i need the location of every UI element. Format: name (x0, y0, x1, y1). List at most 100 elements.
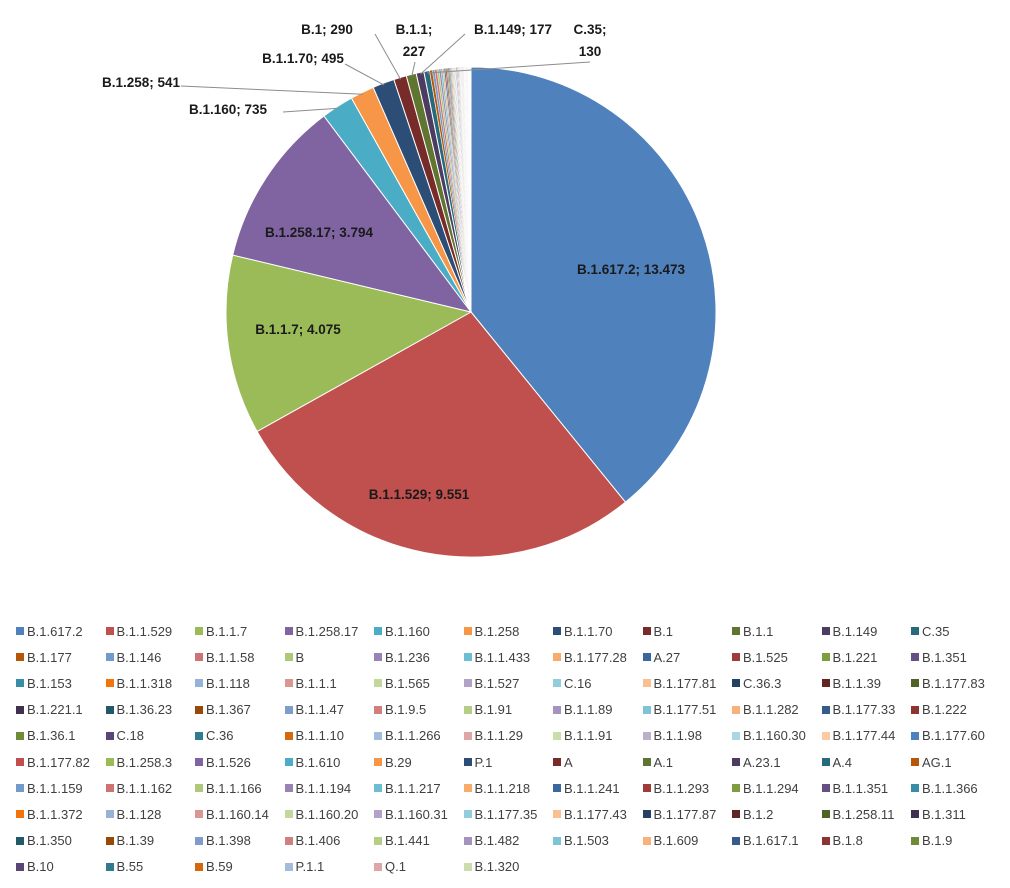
legend-item-Q-1: Q.1 (374, 854, 464, 880)
legend-item-B-59: B.59 (195, 854, 285, 880)
legend-swatch (105, 653, 114, 662)
legend-item-B-1-1-372: B.1.1.372 (16, 801, 106, 827)
legend-item-B-1-153: B.1.153 (16, 670, 106, 696)
legend-swatch (911, 627, 919, 636)
legend-item-B-1-1-159: B.1.1.159 (16, 775, 106, 801)
legend-swatch (105, 810, 114, 819)
legend-item-B-55: B.55 (105, 854, 196, 880)
legend-item-A-23-1: A.23.1 (732, 749, 822, 775)
legend-label: B.1.1.241 (564, 780, 620, 796)
legend-item-P-1: P.1 (463, 749, 554, 775)
legend-item-B-1-177-33: B.1.177.33 (821, 697, 912, 723)
legend-item-B-1-406: B.1.406 (284, 828, 375, 854)
legend-item-B-1-1-351: B.1.1.351 (821, 775, 912, 801)
legend-label: B.1.1.218 (474, 780, 531, 796)
legend-swatch (463, 862, 472, 871)
legend-label: B.1.177.83 (922, 675, 985, 691)
legend-item-B-1-36-1: B.1.36.1 (16, 723, 106, 749)
legend-label: B.1.406 (295, 833, 341, 849)
legend-swatch (821, 731, 830, 740)
legend-item-B-1-91: B.1.91 (463, 697, 554, 723)
legend-label: B.1.1.433 (474, 649, 531, 665)
legend-item-B-1-311: B.1.311 (911, 801, 1001, 827)
legend-item-B-1-610: B.1.610 (284, 749, 375, 775)
legend-item-B-1-221-1: B.1.221.1 (16, 697, 106, 723)
legend-swatch (16, 784, 24, 793)
legend-swatch (821, 784, 830, 793)
legend-item-B-1-1-91: B.1.1.91 (553, 723, 643, 749)
legend-swatch (463, 653, 472, 662)
legend-swatch (284, 758, 293, 767)
legend-swatch (732, 836, 740, 845)
legend-swatch (105, 705, 114, 714)
legend-label: B.1.177.33 (832, 702, 896, 718)
legend-label: B.1 (653, 623, 674, 639)
legend-item-B-1-1-366: B.1.1.366 (911, 775, 1001, 801)
legend-label: B.1.118 (206, 675, 250, 691)
legend-swatch (284, 862, 293, 871)
data-label-B-1: B.1; 290 (301, 22, 353, 37)
legend-label: B.1.149 (832, 623, 878, 639)
legend-swatch (463, 784, 472, 793)
legend-item-B-1-258-17: B.1.258.17 (284, 618, 375, 644)
data-label-B-1-258: B.1.258; 541 (102, 75, 181, 90)
legend-label: B.1.91 (474, 702, 513, 718)
legend-swatch (284, 836, 293, 845)
legend-swatch (821, 758, 830, 767)
legend-item-B-1-258-3: B.1.258.3 (105, 749, 196, 775)
legend-swatch (553, 627, 561, 636)
legend-swatch (642, 731, 651, 740)
legend-swatch (732, 627, 740, 636)
legend-item-B-1-177-51: B.1.177.51 (642, 697, 733, 723)
legend-swatch (642, 810, 651, 819)
legend-swatch (16, 627, 24, 636)
legend-swatch (642, 784, 651, 793)
legend-item-B-1-1-282: B.1.1.282 (732, 697, 822, 723)
legend-label: B.1.177.35 (474, 806, 538, 822)
legend-item-A-4: A.4 (821, 749, 912, 775)
legend-label: B.1.610 (295, 754, 341, 770)
legend-label: B.1.160.14 (206, 806, 269, 822)
legend-label: B.1.1.166 (206, 780, 262, 796)
pie-slice-B-1-1-529 (256, 311, 627, 558)
data-label-B-1-1-70: B.1.1.70; 495 (262, 51, 344, 66)
legend-label: B.1.177.60 (922, 728, 985, 744)
legend: B.1.617.2 B.1.1.529 B.1.1.7 B.1.258.17 B.1.1… (16, 618, 1001, 880)
legend-swatch (553, 653, 561, 662)
legend-label: B.1.36.1 (27, 728, 76, 744)
legend-item-B-1-39: B.1.39 (105, 828, 196, 854)
legend-swatch (16, 836, 24, 845)
data-label-B-1-1-529: B.1.1.529; 9.551 (369, 487, 470, 502)
data-label-B-1-1: B.1.1; 227 (396, 22, 433, 59)
legend-item-B-1-351: B.1.351 (911, 644, 1001, 670)
legend-swatch (463, 705, 472, 714)
legend-swatch (284, 731, 293, 740)
legend-item-B-1-149: B.1.149 (821, 618, 912, 644)
legend-swatch (195, 679, 203, 688)
legend-swatch (195, 784, 203, 793)
legend-label: B.1.128 (116, 806, 162, 822)
leader-line-B-1-1 (411, 61, 416, 77)
legend-label: B.1.1.89 (564, 702, 613, 718)
legend-swatch (195, 653, 203, 662)
legend-item-B-1-2: B.1.2 (732, 801, 822, 827)
legend-label: B.1.367 (206, 702, 251, 718)
legend-swatch (16, 810, 24, 819)
legend-label: C.36.3 (743, 675, 782, 691)
legend-label: B.1.1.266 (385, 728, 441, 744)
legend-label: B.1.1.293 (653, 780, 710, 796)
legend-label: B.1.503 (564, 833, 609, 849)
legend-label: B.1.1.47 (295, 702, 344, 718)
legend-item-B-1-177-82: B.1.177.82 (16, 749, 106, 775)
legend-swatch (463, 731, 472, 740)
legend-label: B.1.617.1 (743, 833, 799, 849)
legend-item-B-10: B.10 (16, 854, 106, 880)
legend-item-C-18: C.18 (105, 723, 196, 749)
legend-swatch (195, 705, 203, 714)
legend-swatch (732, 653, 740, 662)
legend-swatch (284, 653, 293, 662)
legend-swatch (732, 784, 740, 793)
legend-swatch (105, 836, 114, 845)
legend-swatch (732, 679, 740, 688)
legend-item-B-1-1-89: B.1.1.89 (553, 697, 643, 723)
